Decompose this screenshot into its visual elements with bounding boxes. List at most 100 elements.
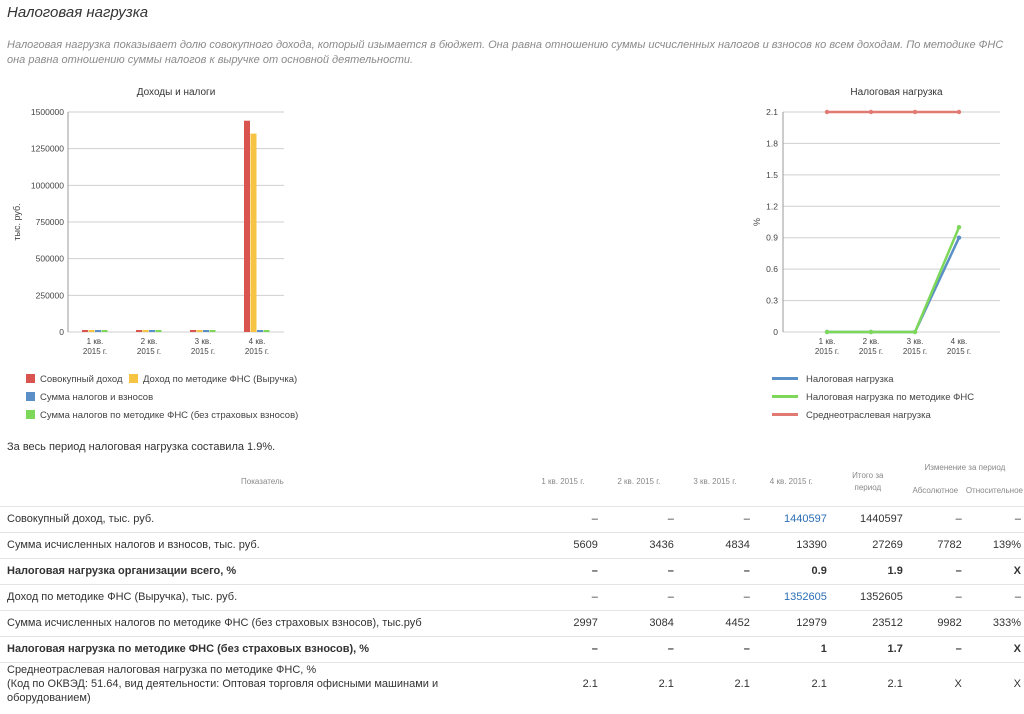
bar [257, 330, 263, 332]
income-taxes-legend: Совокупный доход Доход по методике ФНС (… [26, 374, 346, 424]
table-cell: 2997 [524, 609, 601, 636]
row-name-line2: (Код по ОКВЭД: 51.64, вид деятельности: … [7, 677, 439, 704]
value-link[interactable]: 1440597 [752, 505, 830, 532]
table-cell: – [676, 635, 753, 662]
legend-swatch [772, 377, 798, 380]
x-tick-label: 2015 г. [191, 347, 215, 356]
table-cell: – [905, 505, 965, 532]
legend-item[interactable]: Налоговая нагрузка [772, 374, 894, 385]
legend-label: Совокупный доход [40, 374, 123, 385]
table-row: Доход по методике ФНС (Выручка), тыс. ру… [0, 583, 1024, 610]
bar [155, 330, 162, 332]
y-tick-label: 1.2 [766, 201, 778, 211]
table-cell: 9982 [905, 609, 965, 636]
y-tick-label: 1.8 [766, 138, 778, 148]
table-cell: 2.1 [600, 661, 677, 705]
legend-item[interactable]: Совокупный доход [26, 374, 123, 385]
table-cell: 1440597 [829, 505, 906, 532]
x-tick-label: 3 кв. [907, 337, 924, 346]
header-q1: 1 кв. 2015 г. [541, 477, 585, 487]
x-tick-label: 2015 г. [245, 347, 269, 356]
y-tick-label: 1250000 [31, 144, 64, 154]
x-tick-label: 2015 г. [137, 347, 161, 356]
table-cell: 2.1 [829, 661, 906, 705]
table-cell: – [676, 505, 753, 532]
data-point [956, 235, 962, 240]
page-description: Налоговая нагрузка показывает долю совок… [7, 39, 1004, 66]
legend-label: Налоговая нагрузка по методике ФНС [806, 392, 975, 403]
series-line [827, 237, 961, 334]
legend-item[interactable]: Доход по методике ФНС (Выручка) [129, 374, 297, 385]
table-cell: – [676, 557, 753, 584]
bar [149, 330, 155, 332]
table-row: Налоговая нагрузка организации всего, % –… [0, 557, 1024, 584]
header-q2: 2 кв. 2015 г. [617, 477, 661, 487]
tax-burden-table: Показатель 1 кв. 2015 г. 2 кв. 2015 г. 3… [0, 458, 1024, 705]
bar [203, 330, 209, 332]
legend-swatch [26, 410, 35, 419]
table-cell: 1 [752, 635, 830, 662]
data-point [868, 329, 874, 335]
table-cell: – [524, 583, 601, 610]
y-tick-label: 0.3 [766, 296, 778, 306]
header-total-line1: Итого за [852, 470, 884, 480]
legend-label: Сумма налогов по методике ФНС (без страх… [40, 410, 299, 421]
table-cell: – [905, 635, 965, 662]
header-absolute: Абсолютное [912, 486, 959, 496]
table-cell: 7782 [905, 531, 965, 558]
row-name: Сумма исчисленных налогов по методике ФН… [0, 609, 525, 636]
legend-label: Среднеотраслевая нагрузка [806, 410, 931, 421]
table-cell: 27269 [829, 531, 906, 558]
header-relative: Относительное [965, 486, 1023, 496]
y-tick-label: 0 [59, 327, 64, 337]
data-point [824, 329, 830, 335]
table-cell: – [600, 557, 677, 584]
table-cell: 1.7 [829, 635, 906, 662]
table-cell: – [600, 635, 677, 662]
bar [250, 133, 257, 332]
table-cell: 23512 [829, 609, 906, 636]
table-cell: 139% [964, 531, 1024, 558]
row-name: Сумма исчисленных налогов и взносов, тыс… [0, 531, 525, 558]
income-taxes-chart: Доходы и налоги тыс. руб. 0 250000 500000 750… [0, 82, 300, 364]
table-cell: 3084 [600, 609, 677, 636]
table-cell: 2.1 [676, 661, 753, 705]
y-tick-label: 0.9 [766, 233, 778, 243]
x-tick-label: 1 кв. [87, 337, 104, 346]
bar [263, 330, 270, 332]
legend-item[interactable]: Налоговая нагрузка по методике ФНС [772, 392, 974, 403]
table-cell: 12979 [752, 609, 830, 636]
table-cell: 2.1 [524, 661, 601, 705]
table-cell: X [964, 557, 1024, 584]
bar [101, 330, 108, 332]
table-cell: 13390 [752, 531, 830, 558]
y-tick-label: 0.6 [766, 264, 778, 274]
row-name: Налоговая нагрузка организации всего, % [0, 557, 525, 584]
legend-item[interactable]: Сумма налогов по методике ФНС (без страх… [26, 410, 298, 421]
table-cell: – [964, 583, 1024, 610]
legend-item[interactable]: Сумма налогов и взносов [26, 392, 153, 403]
legend-item[interactable]: Среднеотраслевая нагрузка [772, 410, 931, 421]
table-cell: 1352605 [829, 583, 906, 610]
legend-swatch [772, 395, 798, 398]
table-row: Сумма исчисленных налогов и взносов, тыс… [0, 531, 1024, 558]
data-point [956, 225, 962, 230]
table-row: Совокупный доход, тыс. руб. – – –1440597 144… [0, 505, 1024, 532]
table-row: Среднеотраслевая налоговая нагрузка по м… [0, 661, 1024, 705]
bar [196, 330, 203, 332]
table-cell: 4834 [676, 531, 753, 558]
legend-swatch [26, 374, 35, 383]
header-indicator: Показатель [241, 477, 284, 487]
y-tick-label: 250000 [36, 290, 65, 300]
value-link[interactable]: 1352605 [752, 583, 830, 610]
bar [244, 120, 250, 333]
table-cell: – [524, 635, 601, 662]
x-tick-label: 4 кв. [249, 337, 266, 346]
tax-burden-chart-svg: Налоговая нагрузка% 0 0.3 0.6 0.9 1.2 1.5 1.8 2.… [752, 87, 1000, 356]
header-q4: 4 кв. 2015 г. [769, 477, 813, 487]
x-tick-label: 2015 г. [83, 347, 107, 356]
table-cell: 5609 [524, 531, 601, 558]
table-body: Совокупный доход, тыс. руб. – – –1440597 144… [0, 505, 1024, 705]
y-tick-label: 750000 [36, 217, 65, 227]
table-cell: – [524, 557, 601, 584]
